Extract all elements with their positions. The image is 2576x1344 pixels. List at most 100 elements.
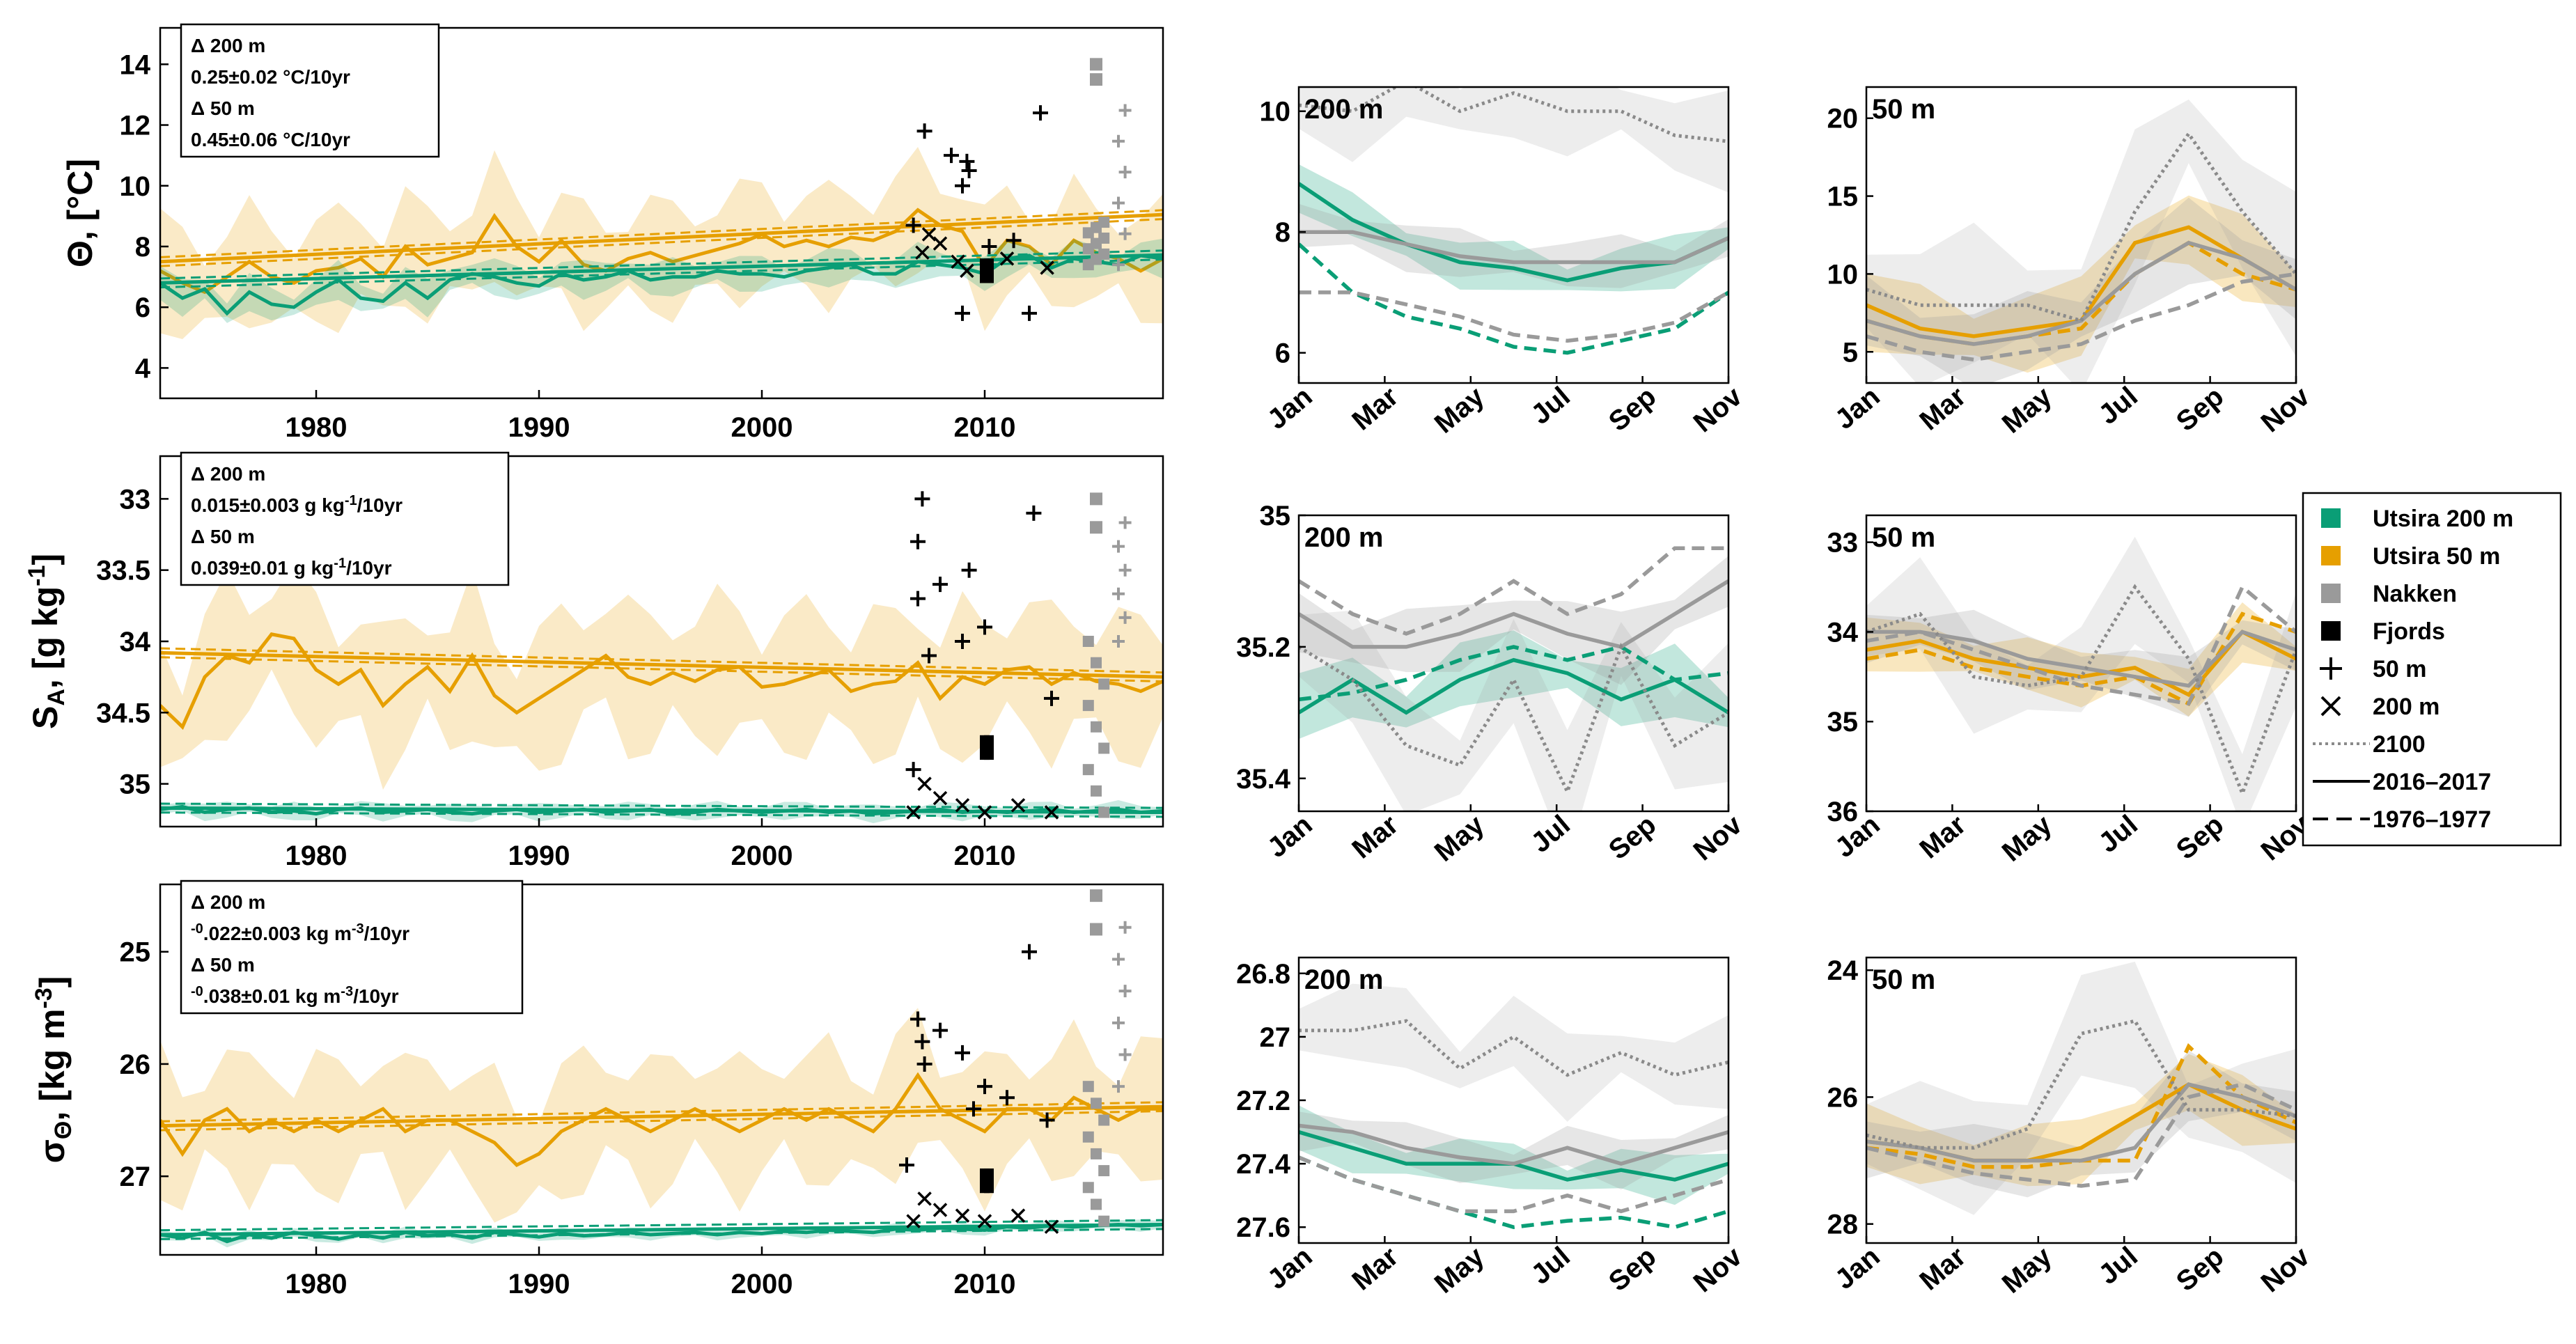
seasonal-line-utsira-200-m-dashed (1299, 644, 1728, 702)
fjord-cross-marker (1010, 1208, 1026, 1223)
y-tick-label: 28 (1827, 1210, 1859, 1240)
fjord-plus-marker (932, 577, 948, 593)
x-tick-label: Jan (1262, 1241, 1318, 1295)
nakken-plus-marker (1112, 196, 1125, 210)
nakken-square (1090, 73, 1102, 86)
legend-square-icon (2321, 546, 2341, 565)
fjord-plus-marker (955, 305, 970, 321)
fjord-plus-marker (977, 619, 992, 635)
y-tick-label: 34 (120, 627, 151, 657)
legend-cross-icon (2320, 696, 2341, 717)
x-tick-label: Jan (1262, 381, 1318, 435)
fjord-square (980, 742, 990, 753)
y-tick-label: 10 (120, 171, 151, 202)
y-tick-label: 27.2 (1236, 1086, 1290, 1116)
seasonal-band (1866, 536, 2296, 811)
axes-frame (1865, 86, 2297, 384)
fjord-plus-marker (955, 178, 970, 194)
y-tick-label: 26 (120, 1049, 151, 1080)
theta-50m-seasonal-panel: 50 m 5 10 15 20 Jan Mar May Jul Sep Nov (1827, 86, 2316, 439)
fjord-cross-marker (917, 1191, 932, 1206)
fjord-plus-marker (944, 148, 959, 164)
nakken-plus-marker (1112, 635, 1125, 648)
fjord-plus-marker (921, 648, 937, 664)
plot-area (1866, 536, 2296, 811)
seasonal-line-nakken-dashed (1299, 290, 1728, 343)
x-tick-label: Mar (1914, 1241, 1972, 1296)
nakken-square (1098, 1165, 1110, 1177)
stats-value-200m: 0.015±0.003 g kg-1/10yr (191, 493, 403, 516)
x-tick-label: Sep (1603, 1241, 1662, 1297)
nakken-square (1098, 1215, 1110, 1227)
y-tick-label: 35.2 (1236, 632, 1290, 663)
trend-ci-lower (160, 811, 1163, 818)
y-tick-label: 34.5 (96, 698, 150, 728)
nakken-square (1098, 232, 1110, 244)
seasonal-line-nakken-solid (1299, 1123, 1728, 1166)
stats-box-frame (180, 451, 510, 586)
stats-box: Δ 200 m 0.015±0.003 g kg-1/10yr Δ 50 m 0.03… (180, 451, 510, 586)
nakken-square (1098, 217, 1110, 228)
fjord-plus-marker (905, 217, 921, 233)
fjord-cross-marker (955, 1208, 970, 1223)
seasonal-line-nakken-dotted (1299, 642, 1728, 797)
legend-plus-icon (2320, 657, 2342, 680)
nakken-plus-marker (1118, 985, 1132, 998)
legend-entry-label: Nakken (2373, 581, 2457, 607)
nakken-plus-marker (1118, 227, 1132, 240)
nakken-square (1090, 58, 1102, 71)
y-tick-label: 34 (1827, 617, 1859, 648)
fjord-cross-marker (921, 227, 937, 242)
depth-label: 50 m (1872, 964, 1935, 995)
theta-200m-seasonal-panel: 200 m 6 8 10 Jan Mar May Jul Sep Nov (1260, 86, 1748, 439)
nakken-plus-marker (1118, 516, 1132, 529)
x-tick-label: Nov (1688, 1241, 1749, 1299)
seasonal-band (1866, 602, 2296, 717)
nakken-plus-marker (1112, 134, 1125, 148)
plot-area (1299, 87, 1728, 355)
x-tick-label: Nov (1688, 809, 1749, 867)
plot-area (160, 491, 1163, 824)
nakken-plus-marker (1118, 921, 1132, 934)
x-tick-label: Jul (1525, 1241, 1576, 1290)
fjord-plus-marker (999, 1090, 1015, 1106)
x-tick-label: Mar (1346, 1241, 1404, 1296)
trend-line (160, 253, 1163, 285)
fjord-plus-marker (1033, 105, 1048, 121)
seasonal-band (1866, 195, 2296, 373)
seasonal-band (1299, 164, 1728, 292)
nakken-square (1082, 1081, 1094, 1093)
nakken-square (1082, 1131, 1094, 1143)
y-tick-label: 33 (120, 484, 151, 515)
seasonal-band (1866, 962, 2296, 1215)
nakken-plus-marker (1112, 953, 1125, 966)
legend-entry-label: Fjords (2373, 618, 2445, 645)
stats-label-200m: Δ 200 m (191, 891, 265, 913)
x-tick-label: 2000 (731, 1269, 793, 1299)
nakken-square (1098, 248, 1110, 260)
depth-label: 200 m (1304, 522, 1383, 553)
seasonal-line-nakken-solid (1299, 579, 1728, 649)
seasonal-band (1299, 87, 1728, 193)
trend-ci-upper (160, 209, 1163, 258)
fjord-plus-marker (966, 1101, 981, 1117)
plot-area (1299, 546, 1728, 811)
trend-ci-upper (160, 249, 1163, 280)
stats-label-200m: Δ 200 m (191, 463, 265, 485)
y-tick-label: 5 (1843, 337, 1858, 368)
fjord-plus-marker (899, 1157, 914, 1173)
axes-frame (1297, 86, 1730, 384)
fjord-cross-marker (932, 1203, 948, 1217)
y-tick-label: 10 (1260, 97, 1291, 127)
x-tick-label: May (1429, 1241, 1490, 1299)
x-tick-label: Jul (2093, 1241, 2144, 1290)
theta-time-series-panel: Θ, [°C] 4 6 8 10 12 14 1980 1990 2000 2010 Δ 200 m… (61, 23, 1164, 443)
seasonal-line-utsira-200-m-dashed (1299, 1155, 1728, 1230)
x-tick-label: Nov (2256, 381, 2316, 439)
x-tick-label: May (1997, 381, 2058, 439)
nakken-square (1082, 636, 1094, 647)
x-tick-label: 2010 (954, 1269, 1016, 1299)
trend-line (160, 650, 1163, 679)
x-tick-label: Jul (2093, 381, 2144, 430)
trend-line (160, 1222, 1163, 1237)
